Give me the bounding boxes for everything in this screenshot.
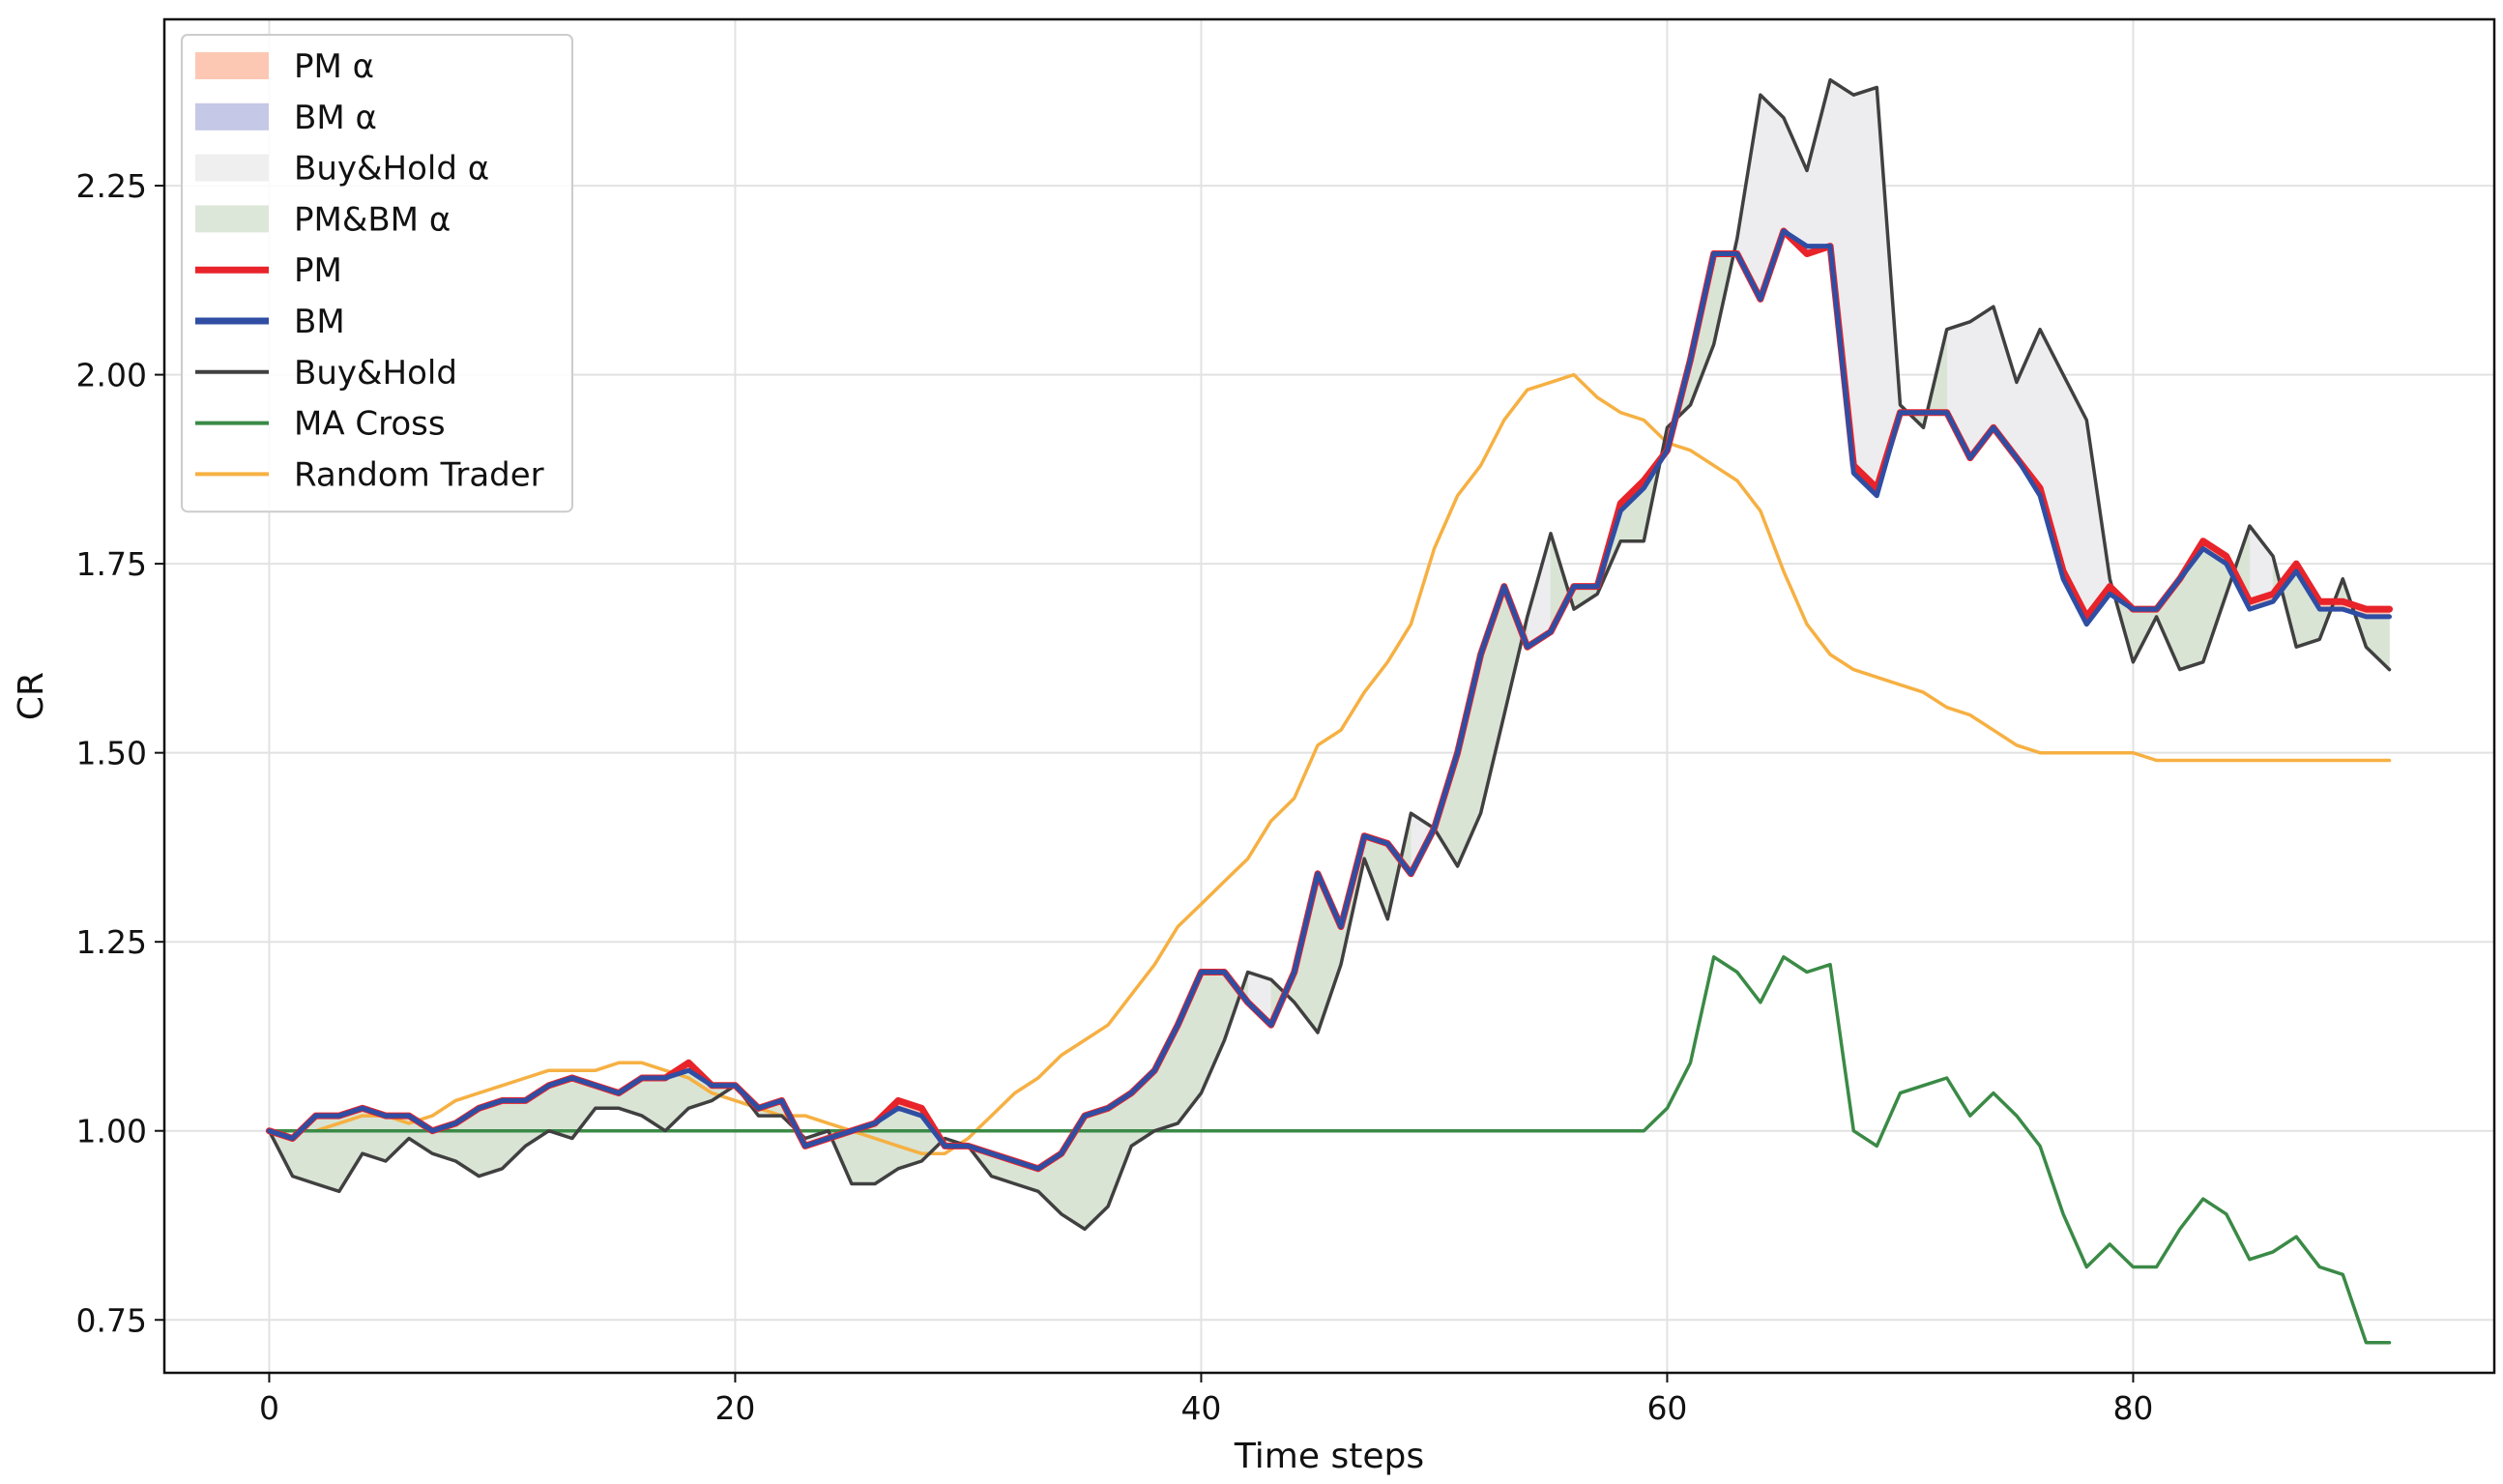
legend-label-buy-hold: Buy&Hold α (294, 150, 489, 189)
pmbm-alpha-fill (479, 1100, 503, 1177)
series-line-random-trader (267, 372, 2392, 1155)
legend-label-buy-hold: Buy&Hold (294, 354, 457, 393)
y-tick-label: 0.75 (76, 1301, 147, 1339)
y-tick-label: 2.00 (76, 357, 147, 394)
x-tick-label: 60 (1646, 1389, 1687, 1427)
y-axis-title: CR (12, 672, 51, 720)
buyhold-alpha-fill (1853, 87, 1877, 489)
legend-label-random-trader: Random Trader (294, 455, 544, 494)
x-tick-label: 20 (714, 1389, 755, 1427)
legend-label-pm: PM (294, 251, 342, 290)
x-tick-label: 40 (1180, 1389, 1221, 1427)
y-tick-label: 1.75 (76, 545, 147, 583)
legend: PM α BM α Buy&Hold α PM&BM α PM BM Buy&Hold MA … (181, 34, 573, 513)
plot-frame (162, 17, 2496, 1375)
axis-ticks: 0 20 40 60 80 0.75 1.00 1.25 1.50 1.75 2.00 2.25 (76, 167, 2154, 1427)
y-tick-label: 1.25 (76, 923, 147, 961)
series-line-bm (266, 228, 2392, 1172)
legend-swatch-bm (195, 102, 269, 131)
legend-label-pm: PM α (294, 47, 374, 86)
series-line-ma-cross (267, 955, 2392, 1345)
y-tick-label: 1.50 (76, 735, 147, 772)
legend-label-bm: BM (294, 303, 345, 341)
legend-swatch-buy-hold (195, 154, 269, 182)
legend-label-ma-cross: MA Cross (294, 405, 446, 444)
x-tick-label: 0 (259, 1389, 279, 1427)
legend-swatch-pm (195, 52, 269, 79)
legend-box (181, 34, 573, 513)
legend-swatch-pm-bm (195, 205, 269, 233)
y-tick-label: 1.00 (76, 1113, 147, 1150)
y-tick-label: 2.25 (76, 167, 147, 205)
x-axis-title: Time steps (1234, 1437, 1424, 1476)
pmbm-alpha-fill (897, 1107, 922, 1170)
x-tick-label: 80 (2112, 1389, 2153, 1427)
legend-label-pm-bm: PM&BM α (294, 200, 451, 239)
series-line-buy-hold (267, 77, 2392, 1232)
series-lines (265, 77, 2393, 1345)
legend-label-bm: BM α (294, 99, 377, 137)
